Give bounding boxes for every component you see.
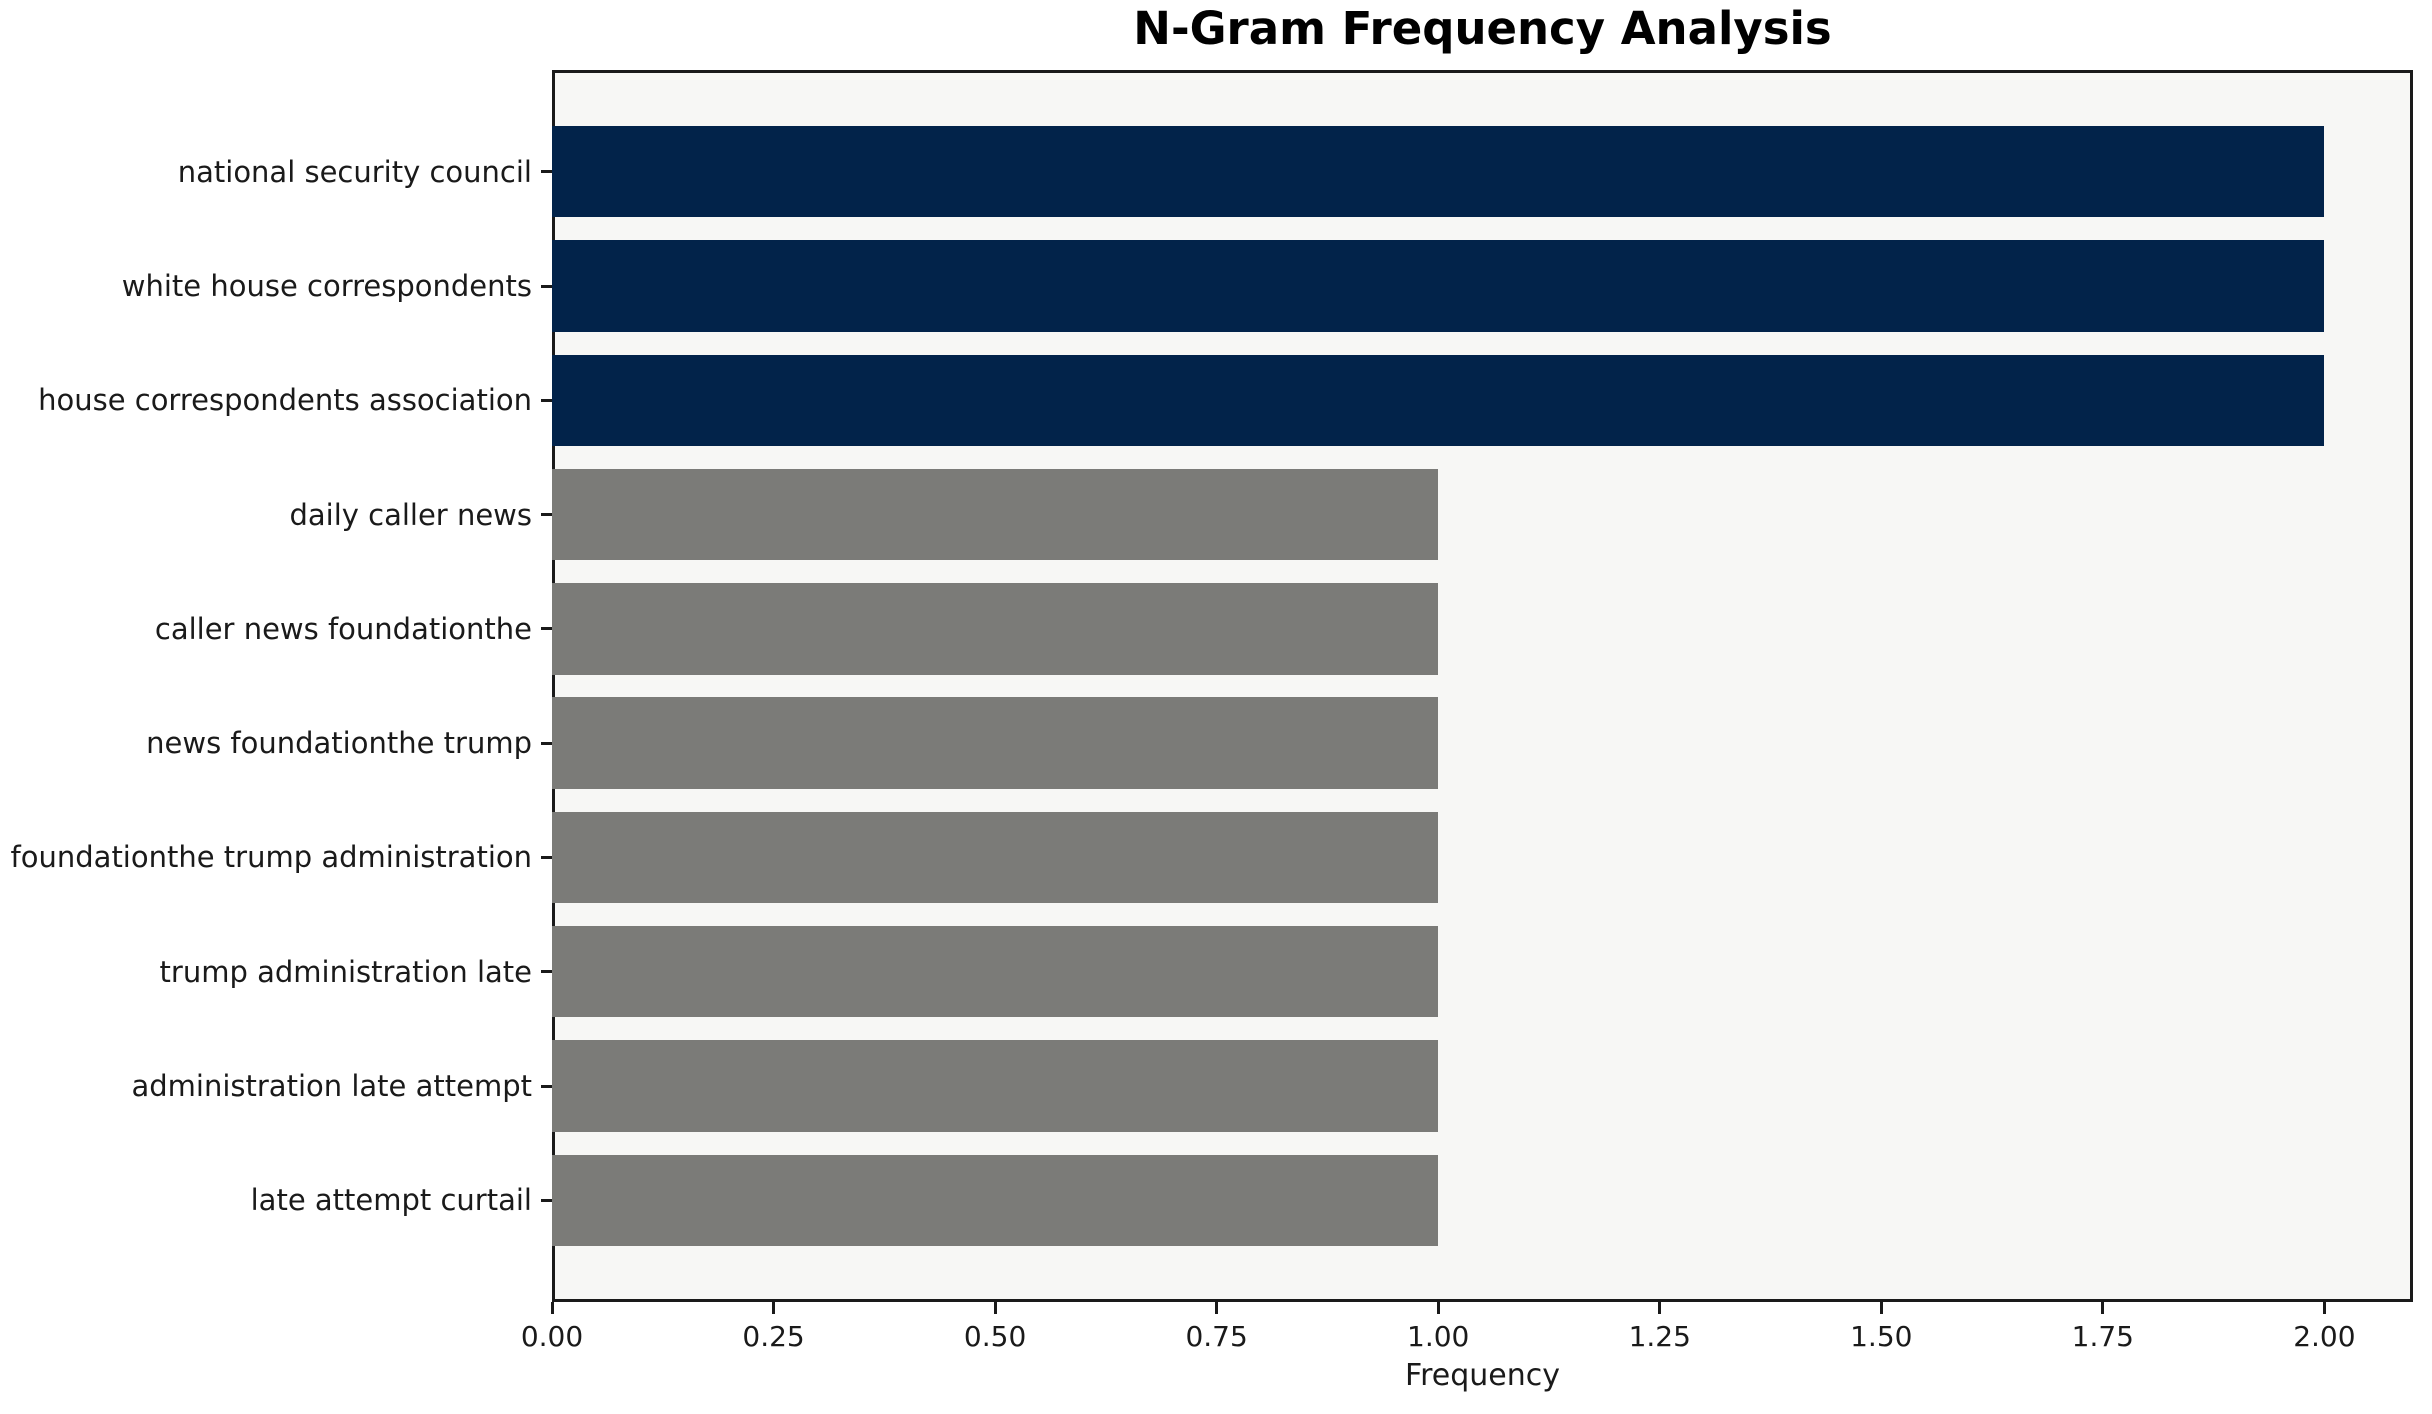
- x-tick-label: 0.75: [1185, 1320, 1248, 1353]
- x-tick-mark: [1215, 1302, 1219, 1314]
- y-tick-label: house correspondents association: [38, 383, 532, 418]
- x-axis-label: Frequency: [1405, 1358, 1560, 1393]
- y-tick-label: news foundationthe trump: [146, 726, 532, 761]
- y-tick-mark: [541, 1198, 552, 1202]
- x-tick-label: 0.00: [520, 1320, 584, 1353]
- bar-administration-late-attempt: [552, 1040, 1439, 1132]
- y-tick-mark: [541, 970, 552, 974]
- bar-daily-caller-news: [552, 468, 1439, 561]
- x-tick-label: 0.50: [963, 1320, 1027, 1353]
- y-tick-label: national security council: [177, 154, 532, 189]
- bar-house-correspondents-association: [552, 354, 2325, 446]
- x-tick-label: 0.25: [742, 1320, 805, 1353]
- bar-caller-news-foundationthe: [552, 583, 1439, 675]
- x-tick-mark: [1879, 1302, 1883, 1314]
- y-tick-mark: [541, 627, 552, 631]
- x-tick-mark: [1436, 1302, 1440, 1314]
- y-tick-mark: [541, 741, 552, 745]
- x-tick-label: 1.50: [1850, 1320, 1913, 1353]
- y-tick-mark: [541, 398, 552, 402]
- x-tick-mark: [772, 1302, 776, 1314]
- bar-news-foundationthe-trump: [552, 697, 1439, 789]
- y-tick-label: foundationthe trump administration: [10, 840, 532, 875]
- bar-national-security-council: [552, 126, 2325, 218]
- y-tick-label: caller news foundationthe: [154, 611, 532, 646]
- x-tick-mark: [2101, 1302, 2105, 1314]
- y-tick-mark: [541, 855, 552, 859]
- x-tick-label: 2.00: [2293, 1320, 2356, 1353]
- y-tick-label: trump administration late: [159, 954, 532, 989]
- y-tick-label: daily caller news: [289, 497, 532, 532]
- y-tick-label: administration late attempt: [131, 1069, 532, 1103]
- bar-trump-administration-late: [552, 926, 1439, 1018]
- chart-title: N-Gram Frequency Analysis: [1133, 2, 1832, 55]
- x-tick-mark: [993, 1302, 997, 1314]
- x-tick-mark: [550, 1302, 554, 1314]
- x-tick-label: 1.00: [1407, 1320, 1470, 1353]
- y-tick-mark: [541, 170, 552, 174]
- y-tick-mark: [541, 284, 552, 288]
- y-tick-label: late attempt curtail: [250, 1183, 532, 1218]
- x-tick-label: 1.25: [1628, 1320, 1691, 1353]
- bar-late-attempt-curtail: [552, 1154, 1439, 1246]
- y-tick-label: white house correspondents: [121, 269, 532, 303]
- x-tick-mark: [2322, 1302, 2326, 1314]
- y-tick-mark: [541, 1084, 552, 1088]
- bar-white-house-correspondents: [552, 240, 2325, 332]
- x-tick-label: 1.75: [2071, 1320, 2134, 1353]
- bar-foundationthe-trump-administration: [552, 811, 1439, 904]
- y-tick-mark: [541, 513, 552, 517]
- x-tick-mark: [1658, 1302, 1662, 1314]
